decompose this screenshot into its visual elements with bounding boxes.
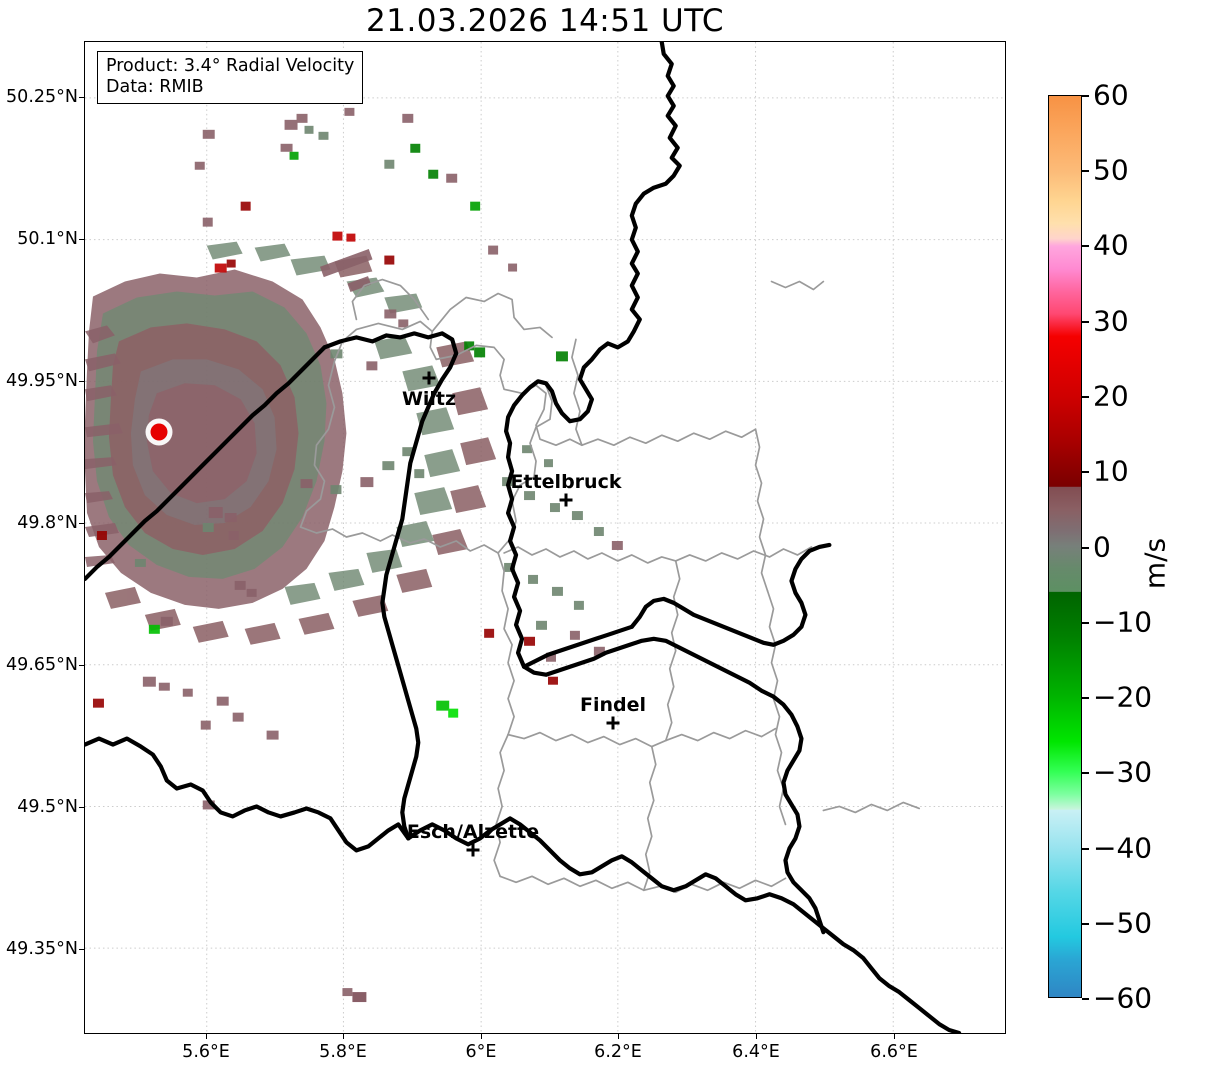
xtick-label: 6.4°E	[732, 1042, 780, 1062]
xtick-label: 5.6°E	[182, 1042, 230, 1062]
info-product-line: Product: 3.4° Radial Velocity	[106, 56, 355, 76]
colorbar-unit-label: m/s	[1138, 537, 1172, 590]
colorbar-label: 40	[1093, 228, 1129, 262]
xtick-mark	[206, 1034, 207, 1039]
colorbar-tick	[1082, 95, 1089, 97]
page-title: 21.03.2026 14:51 UTC	[366, 3, 724, 39]
colorbar-gradient	[1049, 96, 1081, 997]
colorbar-tick	[1082, 170, 1089, 172]
colorbar-tick	[1082, 245, 1089, 247]
colorbar-label: 0	[1093, 530, 1111, 564]
colorbar-label: 20	[1093, 379, 1129, 413]
ytick-label: 50.1°N	[17, 229, 78, 249]
xtick-mark	[618, 1034, 619, 1039]
colorbar-label: 50	[1093, 153, 1129, 187]
colorbar-label: −40	[1093, 831, 1153, 865]
radar-site-marker	[150, 423, 168, 441]
city-label-findel: Findel	[579, 694, 647, 716]
colorbar-tick	[1082, 923, 1089, 925]
city-label-esch-alzette: Esch/Alzette	[406, 821, 540, 843]
colorbar-tick	[1082, 321, 1089, 323]
colorbar-tick	[1082, 471, 1089, 473]
ytick-label: 49.95°N	[6, 371, 78, 391]
info-data-line: Data: RMIB	[106, 77, 204, 97]
ytick-label: 50.25°N	[6, 87, 78, 107]
colorbar-label: 60	[1093, 78, 1129, 112]
xtick-mark	[756, 1034, 757, 1039]
colorbar-tick	[1082, 396, 1089, 398]
city-marker-esch-alzette	[466, 843, 480, 857]
colorbar-label: −50	[1093, 906, 1153, 940]
colorbar-tick	[1082, 848, 1089, 850]
ytick-label: 49.8°N	[17, 513, 78, 533]
map-canvas	[85, 42, 1005, 1033]
colorbar-label: −20	[1093, 680, 1153, 714]
city-marker-ettelbruck	[559, 493, 573, 507]
xtick-mark	[481, 1034, 482, 1039]
city-label-wiltz: Wiltz	[401, 388, 457, 410]
colorbar-label: 10	[1093, 454, 1129, 488]
colorbar-label: −10	[1093, 605, 1153, 639]
colorbar-tick	[1082, 622, 1089, 624]
colorbar-label: −60	[1093, 981, 1153, 1015]
ytick-label: 49.65°N	[6, 655, 78, 675]
xtick-mark	[894, 1034, 895, 1039]
city-marker-wiltz	[422, 371, 436, 385]
ytick-label: 49.5°N	[17, 797, 78, 817]
district-borders	[299, 278, 921, 894]
map-plot-area: Product: 3.4° Radial Velocity Data: RMIB…	[84, 41, 1006, 1034]
xtick-mark	[343, 1034, 344, 1039]
colorbar	[1048, 95, 1082, 998]
city-marker-findel	[606, 716, 620, 730]
radar-echo-field	[85, 107, 623, 1003]
xtick-label: 5.8°E	[319, 1042, 367, 1062]
colorbar-label: −30	[1093, 755, 1153, 789]
xtick-label: 6°E	[465, 1042, 497, 1062]
city-label-ettelbruck: Ettelbruck	[510, 471, 622, 493]
colorbar-label: 30	[1093, 304, 1129, 338]
national-borders	[85, 42, 962, 1033]
xtick-label: 6.2°E	[594, 1042, 642, 1062]
colorbar-tick	[1082, 772, 1089, 774]
colorbar-tick	[1082, 998, 1089, 1000]
info-box: Product: 3.4° Radial Velocity Data: RMIB	[97, 51, 364, 104]
echo-cells	[92, 107, 623, 1003]
colorbar-tick	[1082, 547, 1089, 549]
xtick-label: 6.6°E	[870, 1042, 918, 1062]
ytick-label: 49.35°N	[6, 939, 78, 959]
colorbar-tick	[1082, 697, 1089, 699]
